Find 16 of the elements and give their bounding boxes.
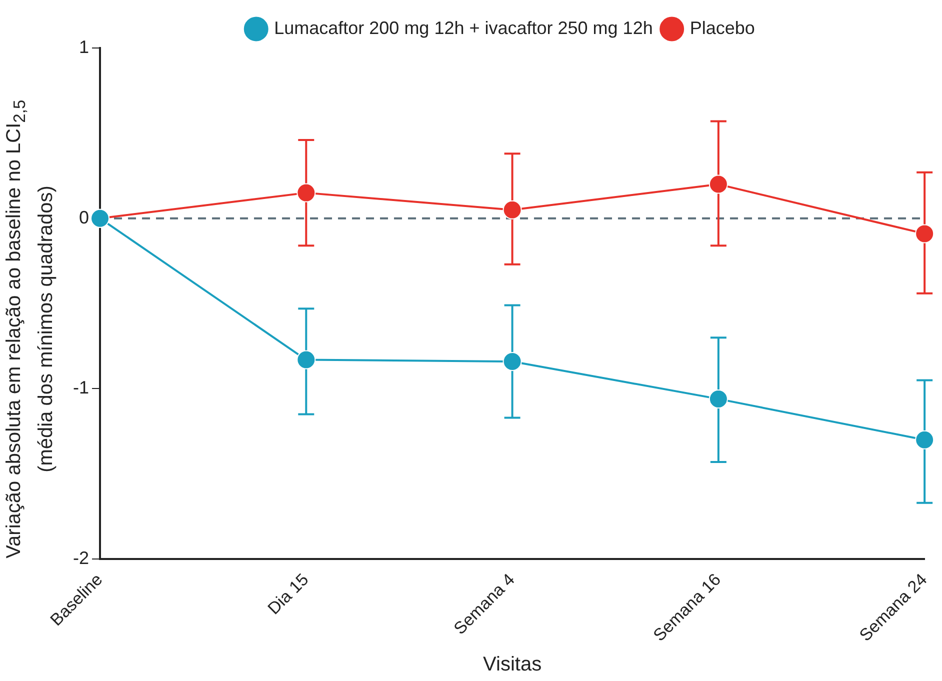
point xyxy=(708,389,728,408)
x-tick-label: Dia 15 xyxy=(264,570,312,618)
point xyxy=(502,200,522,220)
legend-label: Placebo xyxy=(690,18,755,38)
point xyxy=(915,430,934,450)
y-tick-label: -1 xyxy=(72,378,90,398)
legend-label: Lumacaftor 200 mg 12h + ivacaftor 250 mg 12h xyxy=(274,18,653,38)
y-tick-label: 0 xyxy=(78,207,90,228)
point xyxy=(502,352,522,371)
point xyxy=(915,224,934,244)
point xyxy=(708,174,728,194)
y-tick-label: -2 xyxy=(72,548,90,568)
point xyxy=(296,350,316,370)
point xyxy=(296,183,316,202)
y-tick-label: 1 xyxy=(78,36,90,57)
x-axis-title: Visitas xyxy=(483,654,542,676)
